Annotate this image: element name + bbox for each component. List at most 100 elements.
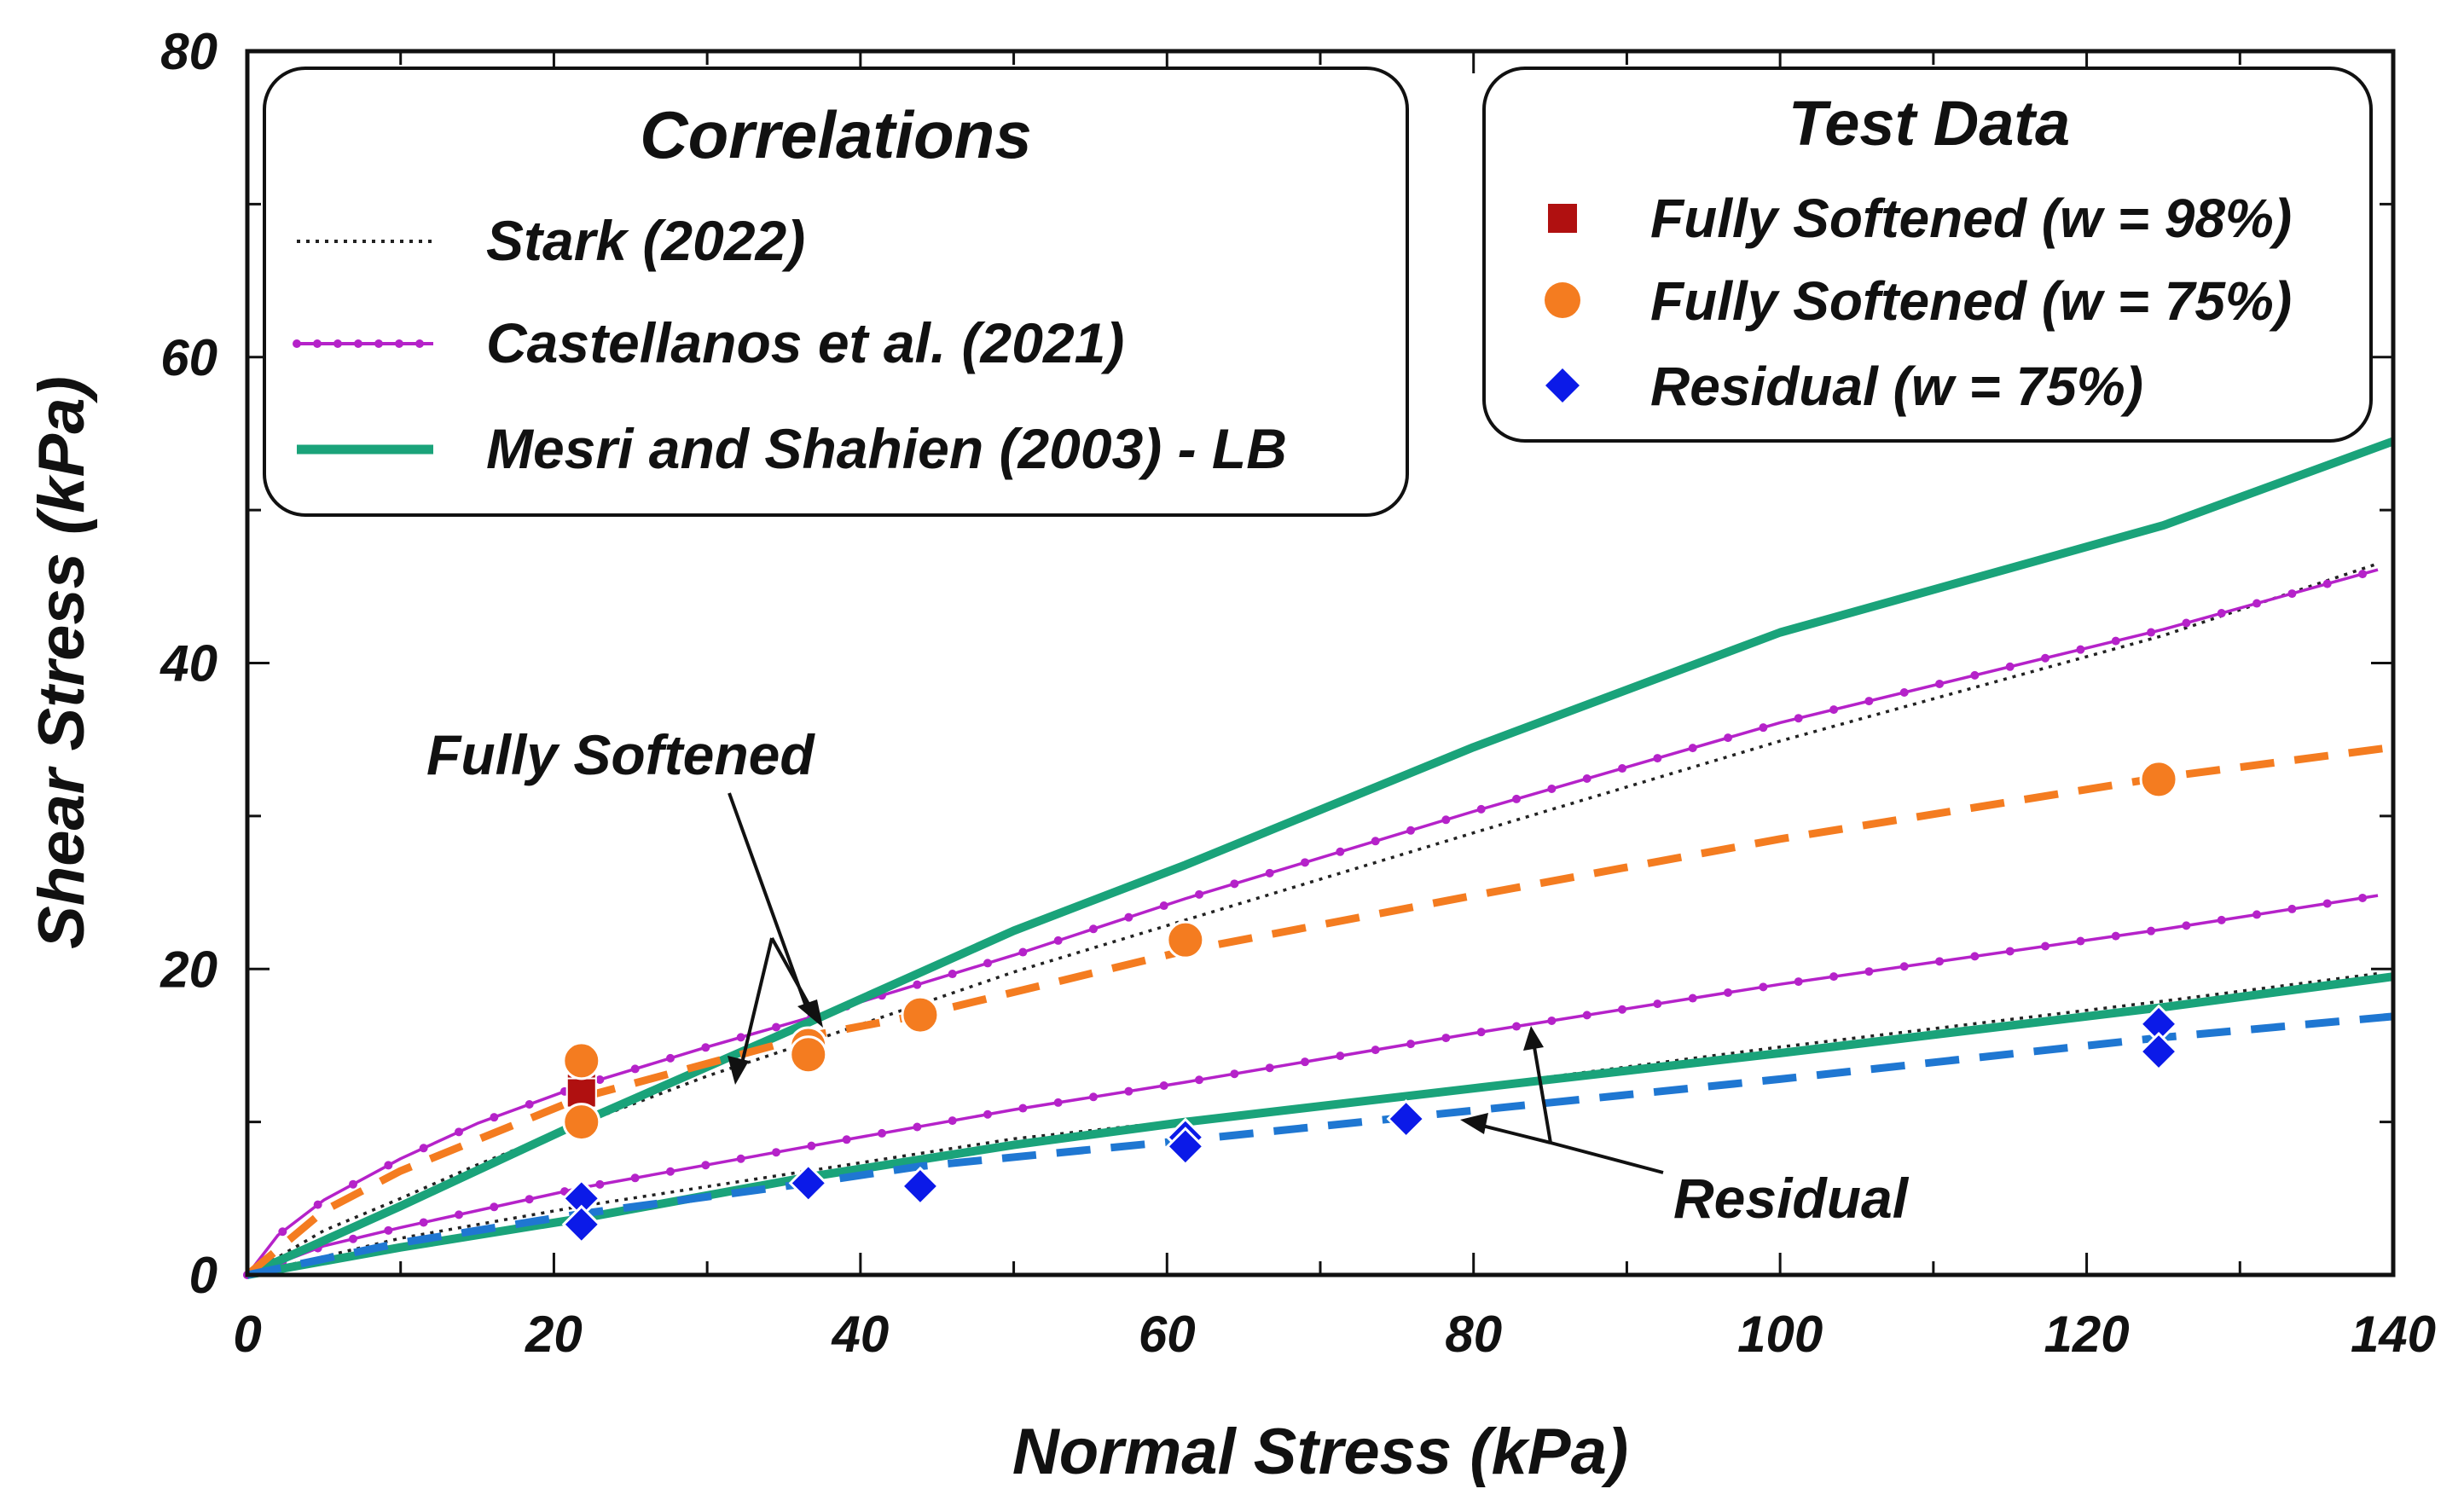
series-dot-castellanos-et-al-2021-fully-softened — [2217, 609, 2226, 618]
series-dot-castellanos-et-al-2021-fully-softened — [1336, 847, 1345, 856]
legend-line-castellanos — [293, 339, 433, 348]
series-dot-castellanos-et-al-2021-residual — [1829, 972, 1839, 982]
series-dot-castellanos-et-al-2021-residual — [1089, 1092, 1099, 1102]
test-data-legend-title: Test Data — [1789, 88, 2070, 159]
series-dot-castellanos-et-al-2021-residual — [1688, 994, 1697, 1003]
series-dot-castellanos-et-al-2021-fully-softened — [1089, 924, 1099, 934]
series-dot-castellanos-et-al-2021-fully-softened — [525, 1099, 534, 1109]
series-dot-castellanos-et-al-2021-residual — [807, 1141, 816, 1150]
series-dot-castellanos-et-al-2021-residual — [2358, 893, 2368, 902]
series-dot-castellanos-et-al-2021-residual — [1195, 1075, 1204, 1085]
series-dot-castellanos-et-al-2021-fully-softened — [1441, 815, 1451, 825]
series-dot-castellanos-et-al-2021-residual — [2041, 941, 2050, 951]
series-dot-castellanos-et-al-2021-residual — [1371, 1046, 1380, 1055]
series-dot-castellanos-et-al-2021-residual — [1159, 1081, 1168, 1091]
series-dot-castellanos-et-al-2021-fully-softened — [313, 1200, 322, 1209]
series-dot-castellanos-et-al-2021-fully-softened — [1653, 754, 1662, 763]
series-dot-castellanos-et-al-2021-fully-softened — [455, 1127, 464, 1137]
x-tick-label: 140 — [2351, 1306, 2436, 1363]
series-dot-castellanos-et-al-2021-fully-softened — [1476, 804, 1486, 814]
fully-softened-arrow-a — [728, 792, 808, 1007]
series-dot-castellanos-et-al-2021-fully-softened — [1794, 714, 1803, 723]
fully-softened-arrow-b-line1 — [739, 937, 774, 1071]
point-fully-softened-w-75 — [562, 1041, 601, 1080]
series-dot-castellanos-et-al-2021-fully-softened — [701, 1043, 710, 1052]
series-dot-castellanos-et-al-2021-fully-softened — [1053, 936, 1063, 945]
series-dot-castellanos-et-al-2021-residual — [2287, 904, 2297, 913]
series-dot-castellanos-et-al-2021-residual — [2182, 921, 2191, 930]
series-dot-castellanos-et-al-2021-fully-softened — [1371, 837, 1380, 846]
series-dot-castellanos-et-al-2021-residual — [913, 1122, 922, 1132]
series-dot-castellanos-et-al-2021-fully-softened — [736, 1033, 745, 1042]
series-dot-castellanos-et-al-2021-residual — [736, 1154, 745, 1163]
series-dot-castellanos-et-al-2021-fully-softened — [595, 1075, 605, 1085]
legend-label-fs75: Fully Softened (w = 75%) — [1650, 270, 2292, 332]
series-dot-castellanos-et-al-2021-residual — [1265, 1063, 1274, 1073]
series-dot-castellanos-et-al-2021-residual — [2252, 910, 2262, 919]
point-residual-w-75 — [561, 1204, 601, 1244]
series-dot-castellanos-et-al-2021-residual — [1018, 1104, 1028, 1113]
series-dot-castellanos-et-al-2021-fully-softened — [948, 970, 957, 979]
legend-label-residual: Residual (w = 75%) — [1650, 356, 2143, 417]
series-dot-castellanos-et-al-2021-fully-softened — [1406, 826, 1416, 835]
series-dot-castellanos-et-al-2021-residual — [878, 1128, 887, 1138]
correlations-legend-title: Correlations — [640, 97, 1031, 172]
point-fully-softened-w-75 — [901, 995, 940, 1034]
series-dot-castellanos-et-al-2021-residual — [2005, 947, 2015, 956]
series-dot-castellanos-et-al-2021-fully-softened — [2252, 599, 2262, 608]
tick-labels: 0 20 40 60 80 100 120 140 0 20 40 60 80 — [159, 23, 2436, 1363]
points-layer — [561, 760, 2179, 1244]
series-dot-castellanos-et-al-2021-residual — [1864, 967, 1874, 976]
series-dot-castellanos-et-al-2021-fully-softened — [1195, 889, 1204, 899]
y-tick-label: 60 — [160, 329, 217, 386]
series-dot-castellanos-et-al-2021-fully-softened — [1970, 670, 1980, 680]
point-fully-softened-w-98 — [565, 1077, 597, 1109]
legend-marker-circle — [1545, 282, 1580, 318]
series-dot-castellanos-et-al-2021-fully-softened — [2041, 653, 2050, 663]
x-tick-label: 80 — [1445, 1306, 1502, 1363]
series-dot-castellanos-et-al-2021-residual — [1230, 1069, 1239, 1079]
series-dot-castellanos-et-al-2021-fully-softened — [419, 1144, 428, 1153]
point-residual-w-75 — [2138, 1031, 2179, 1072]
series-dot-castellanos-et-al-2021-fully-softened — [349, 1179, 358, 1189]
x-tick-label: 20 — [525, 1306, 583, 1363]
legend-label-stark: Stark (2022) — [486, 209, 805, 272]
series-dot-castellanos-et-al-2021-residual — [1794, 977, 1803, 987]
series-dot-castellanos-et-al-2021-residual — [1336, 1051, 1345, 1061]
series-dot-castellanos-et-al-2021-fully-softened — [2005, 662, 2015, 671]
series-dot-castellanos-et-al-2021-fully-softened — [1124, 912, 1133, 922]
series-dot-castellanos-et-al-2021-fully-softened — [1301, 858, 1310, 867]
residual-arrowhead-1 — [1460, 1113, 1488, 1134]
series-dot-castellanos-et-al-2021-fully-softened — [2322, 579, 2332, 588]
series-dot-castellanos-et-al-2021-residual — [455, 1210, 464, 1219]
series-dot-castellanos-et-al-2021-residual — [349, 1234, 358, 1243]
series-dot-castellanos-et-al-2021-residual — [1724, 988, 1733, 997]
legend-label-fs98: Fully Softened (w = 98%) — [1650, 188, 2292, 249]
x-axis-title: Normal Stress (kPa) — [1012, 1416, 1628, 1488]
series-dot-castellanos-et-al-2021-fully-softened — [1899, 688, 1909, 698]
y-axis-title: Shear Stress (kPa) — [26, 376, 98, 949]
point-residual-w-75 — [900, 1166, 941, 1207]
fully-softened-annotation: Fully Softened — [426, 723, 823, 1085]
series-dot-castellanos-et-al-2021-residual — [1759, 982, 1768, 992]
series-dot-castellanos-et-al-2021-fully-softened — [630, 1064, 640, 1074]
series-dot-castellanos-et-al-2021-fully-softened — [913, 980, 922, 989]
series-dot-castellanos-et-al-2021-fully-softened — [278, 1227, 287, 1237]
fully-softened-label: Fully Softened — [426, 723, 815, 786]
test-data-legend: Test Data Fully Softened (w = 98%) Fully… — [1482, 67, 2373, 443]
point-fully-softened-w-75 — [789, 1035, 828, 1075]
series-dot-castellanos-et-al-2021-residual — [948, 1116, 957, 1126]
series-dot-castellanos-et-al-2021-fully-softened — [384, 1161, 393, 1170]
series-dot-castellanos-et-al-2021-fully-softened — [772, 1022, 781, 1032]
series-stark-2022-fully-softened — [246, 562, 2379, 1277]
series-dot-castellanos-et-al-2021-fully-softened — [1688, 744, 1697, 753]
series-mesri-and-shahien-2003-lb-residual — [246, 972, 2394, 1279]
series-dot-castellanos-et-al-2021-fully-softened — [1512, 794, 1522, 803]
correlations-legend-box — [263, 67, 1409, 517]
residual-arrow-to-curve-2 — [1532, 1041, 1552, 1144]
series-dot-castellanos-et-al-2021-residual — [772, 1148, 781, 1157]
series-dot-castellanos-et-al-2021-residual — [490, 1202, 499, 1212]
series-dot-castellanos-et-al-2021-fully-softened — [1159, 901, 1168, 911]
series-dot-castellanos-et-al-2021-fully-softened — [1935, 679, 1945, 688]
residual-arrowhead-2 — [1523, 1026, 1544, 1051]
